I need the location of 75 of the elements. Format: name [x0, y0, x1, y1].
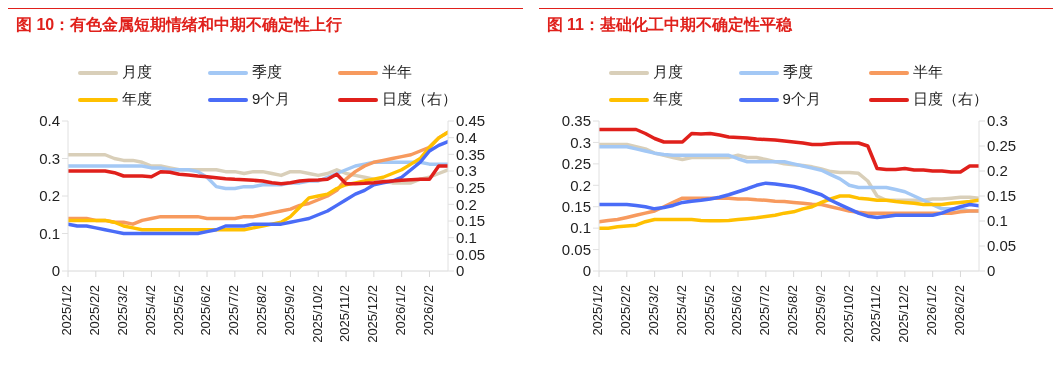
legend-label: 日度（右） — [382, 90, 457, 109]
legend-label: 年度 — [652, 90, 683, 109]
legend-label: 半年 — [382, 63, 412, 82]
line-series — [598, 181, 979, 220]
y-tick-label: 0.2 — [569, 176, 591, 194]
y2-tick-label: 0.4 — [456, 128, 477, 146]
x-tick-label: 2025/2/2 — [617, 285, 633, 336]
y2-tick-label: 0.1 — [456, 228, 477, 246]
y-tick-label: 0.2 — [39, 187, 60, 205]
x-tick-label: 2025/7/2 — [756, 285, 772, 336]
legend-label: 年度 — [122, 90, 152, 109]
y2-tick-label: 0.3 — [456, 162, 477, 180]
x-tick-label: 2025/8/2 — [254, 285, 270, 336]
y2-tick-label: 0.25 — [456, 178, 486, 196]
x-tick-label: 2025/1/2 — [59, 285, 75, 336]
legend-label: 月度 — [652, 63, 683, 82]
x-tick-label: 2025/4/2 — [673, 285, 689, 336]
y-tick-label: 0.15 — [561, 198, 591, 216]
line-series — [598, 127, 979, 174]
y-tick-label: 0 — [51, 262, 60, 280]
legend-label: 季度 — [252, 63, 282, 82]
x-tick-label: 2025/9/2 — [812, 285, 828, 336]
legend-label: 半年 — [912, 63, 943, 82]
y-tick-label: 0.1 — [569, 219, 591, 237]
x-tick-label: 2025/10/2 — [840, 285, 856, 343]
x-tick-label: 2026/1/2 — [923, 285, 939, 336]
x-tick-label: 2025/3/2 — [645, 285, 661, 336]
y-tick-label: 0 — [582, 262, 591, 280]
x-tick-label: 2025/5/2 — [701, 285, 717, 336]
y2-tick-label: 0.2 — [986, 162, 1008, 180]
x-tick-label: 2025/12/2 — [895, 285, 911, 343]
x-tick-label: 2025/8/2 — [784, 285, 800, 336]
y2-tick-label: 0.05 — [986, 237, 1016, 255]
legend-label: 9个月 — [252, 90, 291, 109]
x-tick-label: 2026/1/2 — [393, 285, 409, 336]
y2-tick-label: 0.05 — [456, 245, 486, 263]
chart-title: 图 11：基础化工中期不确定性平稳 — [538, 8, 1053, 63]
x-tick-label: 2025/9/2 — [281, 285, 297, 336]
x-tick-label: 2025/6/2 — [198, 285, 214, 336]
y-tick-label: 0.3 — [569, 133, 591, 151]
y-tick-label: 0.4 — [39, 112, 60, 130]
x-tick-label: 2025/1/2 — [589, 285, 605, 336]
y2-tick-label: 0.2 — [456, 195, 477, 213]
legend-label: 9个月 — [782, 90, 821, 109]
x-tick-label: 2025/3/2 — [115, 285, 131, 336]
y-tick-label: 0.25 — [561, 155, 591, 173]
y2-tick-label: 0.15 — [986, 187, 1016, 205]
y2-tick-label: 0 — [986, 262, 995, 280]
y2-tick-label: 0.15 — [456, 212, 486, 230]
x-tick-label: 2025/2/2 — [87, 285, 103, 336]
y-tick-label: 0.05 — [561, 240, 591, 258]
x-tick-label: 2025/5/2 — [170, 285, 186, 336]
y2-tick-label: 0.1 — [986, 212, 1008, 230]
y2-tick-label: 0.35 — [456, 145, 486, 163]
x-tick-label: 2026/2/2 — [420, 285, 436, 336]
y2-tick-label: 0 — [456, 262, 465, 280]
legend-label: 季度 — [782, 63, 813, 82]
legend-label: 日度（右） — [912, 90, 988, 109]
x-tick-label: 2025/10/2 — [309, 285, 325, 343]
x-tick-label: 2025/11/2 — [867, 285, 883, 342]
y-tick-label: 0.35 — [561, 112, 591, 130]
x-tick-label: 2025/6/2 — [728, 285, 744, 336]
y-tick-label: 0.3 — [39, 149, 60, 167]
chart-title: 图 10：有色金属短期情绪和中期不确定性上行 — [8, 8, 523, 63]
x-tick-label: 2025/11/2 — [337, 285, 353, 342]
x-tick-label: 2026/2/2 — [951, 285, 967, 336]
y-tick-label: 0.1 — [39, 224, 60, 242]
y2-tick-label: 0.3 — [986, 112, 1008, 130]
x-tick-label: 2025/12/2 — [365, 285, 381, 343]
legend-label: 月度 — [122, 63, 152, 82]
y2-tick-label: 0.45 — [456, 112, 486, 130]
line-series — [598, 194, 979, 230]
y2-tick-label: 0.25 — [986, 137, 1016, 155]
x-tick-label: 2025/4/2 — [142, 285, 158, 336]
x-tick-label: 2025/7/2 — [226, 285, 242, 336]
